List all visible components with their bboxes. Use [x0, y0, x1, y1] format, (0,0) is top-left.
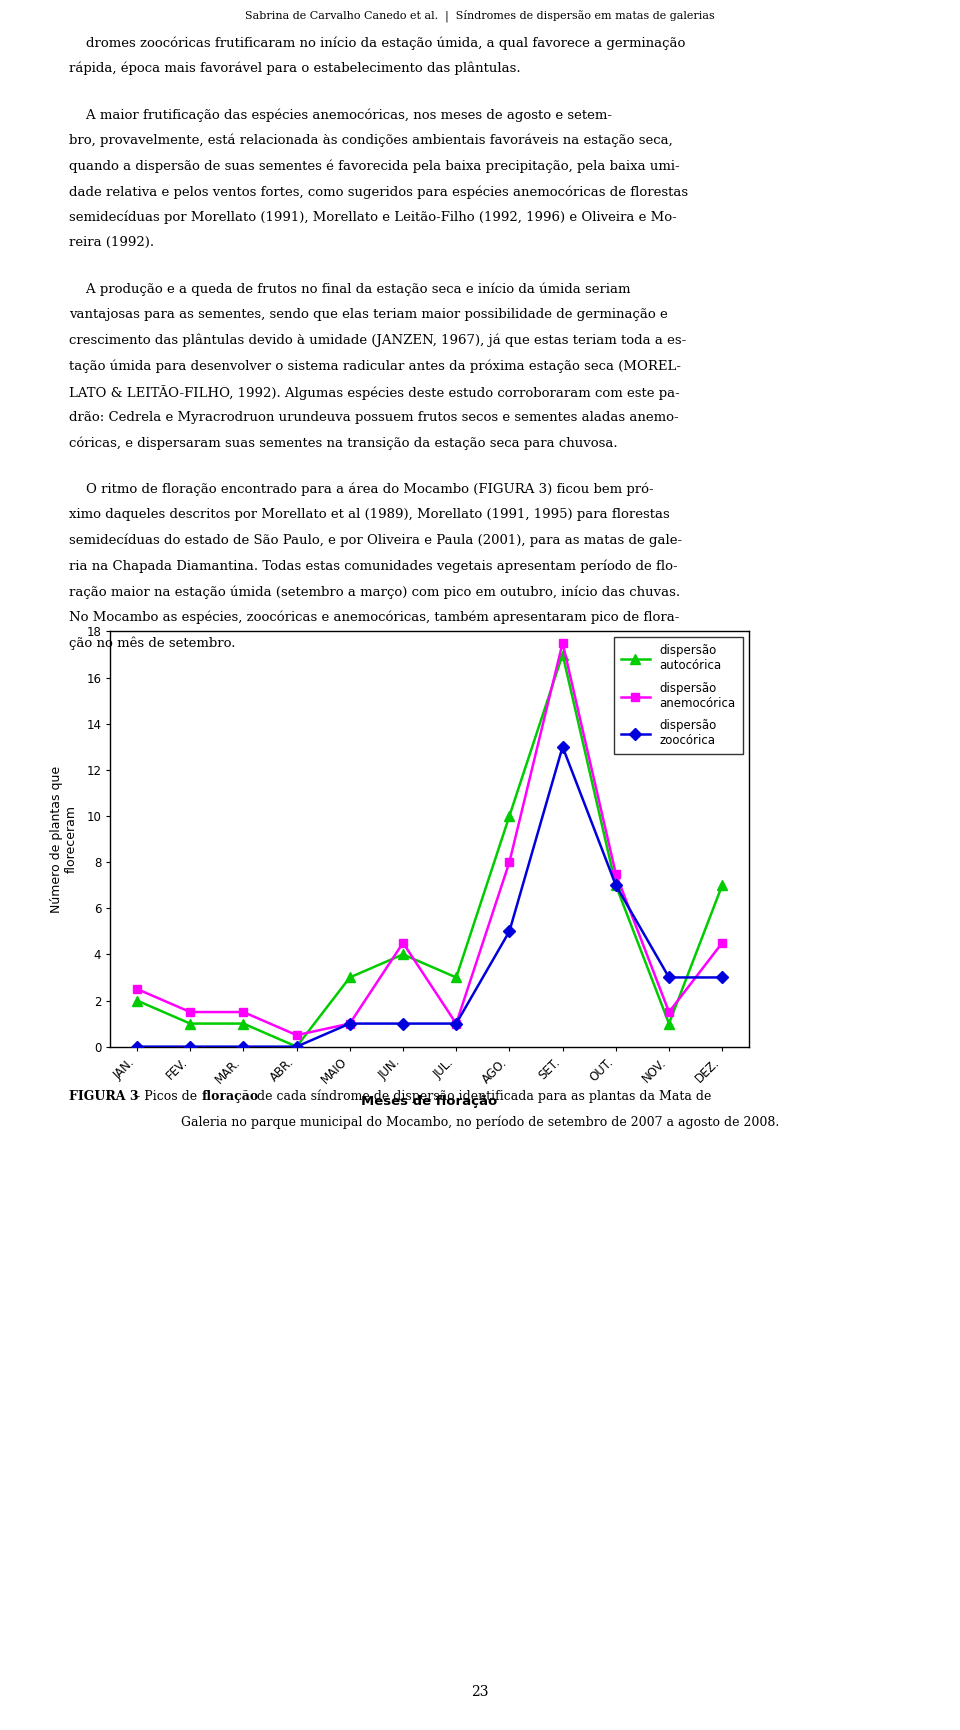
Text: floração: floração: [202, 1090, 259, 1104]
Text: semidecíduas do estado de São Paulo, e por Oliveira e Paula (2001), para as mata: semidecíduas do estado de São Paulo, e p…: [69, 535, 683, 547]
Text: LATO & LEITÃO-FILHO, 1992). Algumas espécies deste estudo corroboraram com este : LATO & LEITÃO-FILHO, 1992). Algumas espé…: [69, 386, 680, 400]
Text: semidecíduas por Morellato (1991), Morellato e Leitão-Filho (1992, 1996) e Olive: semidecíduas por Morellato (1991), Morel…: [69, 211, 677, 225]
Text: córicas, e dispersaram suas sementes na transição da estação seca para chuvosa.: córicas, e dispersaram suas sementes na …: [69, 436, 617, 450]
Text: A produção e a queda de frutos no final da estação seca e início da úmida seriam: A produção e a queda de frutos no final …: [69, 282, 631, 296]
Text: vantajosas para as sementes, sendo que elas teriam maior possibilidade de germin: vantajosas para as sementes, sendo que e…: [69, 308, 668, 322]
Text: Sabrina de Carvalho Canedo et al.  |  Síndromes de dispersão em matas de galeria: Sabrina de Carvalho Canedo et al. | Sínd…: [245, 9, 715, 22]
Text: Galeria no parque municipal do Mocambo, no período de setembro de 2007 a agosto : Galeria no parque municipal do Mocambo, …: [180, 1116, 780, 1130]
Text: dade relativa e pelos ventos fortes, como sugeridos para espécies anemocóricas d: dade relativa e pelos ventos fortes, com…: [69, 185, 688, 199]
Text: ximo daqueles descritos por Morellato et al (1989), Morellato (1991, 1995) para : ximo daqueles descritos por Morellato et…: [69, 509, 670, 521]
Text: – Picos de: – Picos de: [130, 1090, 201, 1104]
Text: FIGURA 3: FIGURA 3: [69, 1090, 138, 1104]
Text: O ritmo de floração encontrado para a área do Mocambo (FIGURA 3) ficou bem pró-: O ritmo de floração encontrado para a ár…: [69, 483, 654, 497]
Text: drão: Cedrela e Myracrodruon urundeuva possuem frutos secos e sementes aladas an: drão: Cedrela e Myracrodruon urundeuva p…: [69, 410, 679, 424]
Text: quando a dispersão de suas sementes é favorecida pela baixa precipitação, pela b: quando a dispersão de suas sementes é fa…: [69, 159, 680, 173]
Text: A maior frutificação das espécies anemocóricas, nos meses de agosto e setem-: A maior frutificação das espécies anemoc…: [69, 109, 612, 121]
Legend: dispersão
autocórica, dispersão
anemocórica, dispersão
zoocórica: dispersão autocórica, dispersão anemocór…: [613, 637, 743, 754]
Text: tação úmida para desenvolver o sistema radicular antes da próxima estação seca (: tação úmida para desenvolver o sistema r…: [69, 360, 682, 374]
Text: ria na Chapada Diamantina. Todas estas comunidades vegetais apresentam período d: ria na Chapada Diamantina. Todas estas c…: [69, 559, 678, 573]
Text: reira (1992).: reira (1992).: [69, 237, 155, 249]
Text: dromes zoocóricas frutificaram no início da estação úmida, a qual favorece a ger: dromes zoocóricas frutificaram no início…: [69, 36, 685, 50]
Text: ração maior na estação úmida (setembro a março) com pico em outubro, início das : ração maior na estação úmida (setembro a…: [69, 585, 681, 599]
Text: bro, provavelmente, está relacionada às condições ambientais favoráveis na estaç: bro, provavelmente, está relacionada às …: [69, 133, 673, 147]
Text: de cada síndrome de dispersão identificada para as plantas da Mata de: de cada síndrome de dispersão identifica…: [253, 1090, 711, 1104]
X-axis label: Meses de floração: Meses de floração: [362, 1095, 497, 1107]
Text: ção no mês de setembro.: ção no mês de setembro.: [69, 637, 235, 650]
Text: crescimento das plântulas devido à umidade (JANZEN, 1967), já que estas teriam t: crescimento das plântulas devido à umida…: [69, 334, 686, 348]
Text: 23: 23: [471, 1685, 489, 1699]
Text: rápida, época mais favorável para o estabelecimento das plântulas.: rápida, época mais favorável para o esta…: [69, 62, 520, 76]
Text: No Mocambo as espécies, zoocóricas e anemocóricas, também apresentaram pico de f: No Mocambo as espécies, zoocóricas e ane…: [69, 611, 680, 625]
Y-axis label: Número de plantas que
floreceram: Número de plantas que floreceram: [50, 765, 78, 913]
